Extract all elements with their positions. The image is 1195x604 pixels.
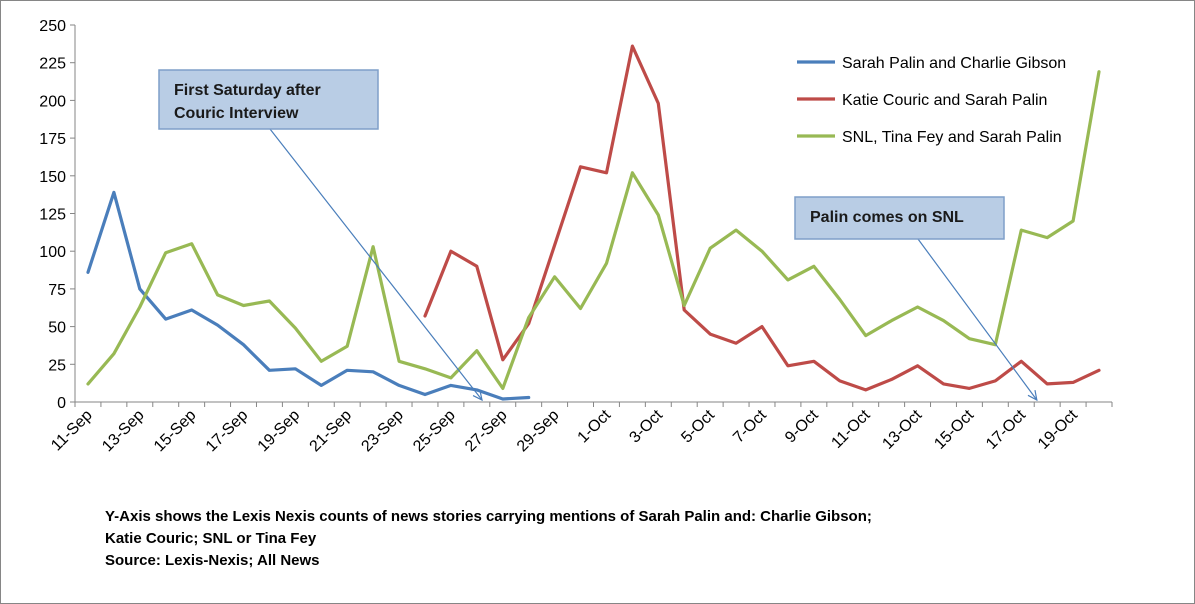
callout-box-1 (158, 69, 379, 130)
legend-label-2: Katie Couric and Sarah Palin (842, 92, 1047, 109)
y-tick-label: 250 (39, 18, 66, 35)
y-tick-label: 75 (48, 282, 66, 299)
y-tick-label: 0 (57, 395, 66, 412)
x-tick-label: 9-Oct (782, 406, 822, 446)
x-tick-label: 13-Sep (99, 407, 148, 456)
callout-box-2 (794, 196, 1005, 240)
callout-arrowhead-1 (472, 390, 483, 402)
callout-arrow-2 (917, 238, 1038, 401)
y-tick-label: 225 (39, 56, 66, 73)
chart-footnote: Y-Axis shows the Lexis Nexis counts of n… (105, 506, 872, 572)
x-tick-label: 7-Oct (730, 406, 770, 446)
x-tick-label: 13-Oct (879, 406, 925, 452)
callout-text-2: Palin comes on SNL (810, 209, 964, 226)
footnote-line-3: Source: Lexis-Nexis; All News (105, 552, 320, 569)
series-line-1 (86, 190, 531, 401)
x-tick-label: 29-Sep (514, 407, 563, 456)
x-tick-label: 5-Oct (678, 406, 718, 446)
y-tick-label: 25 (48, 357, 66, 374)
x-tick-label: 21-Sep (307, 407, 356, 456)
callout-arrowhead-2 (1027, 390, 1038, 402)
x-tick-label: 25-Sep (410, 407, 459, 456)
y-tick-label: 200 (39, 93, 66, 110)
series-line-3 (86, 70, 1101, 390)
x-tick-label: 15-Sep (151, 407, 200, 456)
x-tick-label: 15-Oct (931, 406, 977, 452)
x-tick-label: 23-Sep (358, 407, 407, 456)
y-tick-label: 50 (48, 320, 66, 337)
callout-text-1: Couric Interview (174, 105, 299, 122)
x-tick-label: 19-Oct (1035, 406, 1081, 452)
x-tick-label: 19-Sep (255, 407, 304, 456)
y-tick-label: 150 (39, 169, 66, 186)
legend-label-1: Sarah Palin and Charlie Gibson (842, 55, 1066, 72)
x-tick-label: 17-Sep (203, 407, 252, 456)
callout-text-1: First Saturday after (174, 82, 321, 99)
legend-label-3: SNL, Tina Fey and Sarah Palin (842, 129, 1062, 146)
x-tick-label: 3-Oct (626, 406, 666, 446)
x-tick-label: 11-Sep (48, 407, 96, 455)
series-line-2 (423, 44, 1101, 392)
y-tick-label: 100 (39, 244, 66, 261)
x-tick-label: 11-Oct (828, 406, 874, 452)
y-tick-label: 175 (39, 131, 66, 148)
x-tick-label: 1-Oct (575, 406, 615, 446)
x-tick-label: 27-Sep (462, 407, 511, 456)
footnote-line-2: Katie Couric; SNL or Tina Fey (105, 530, 317, 547)
footnote-line-1: Y-Axis shows the Lexis Nexis counts of n… (105, 508, 872, 525)
y-tick-label: 125 (39, 207, 66, 224)
x-tick-label: 17-Oct (983, 406, 1029, 452)
callout-arrow-1 (269, 128, 483, 401)
